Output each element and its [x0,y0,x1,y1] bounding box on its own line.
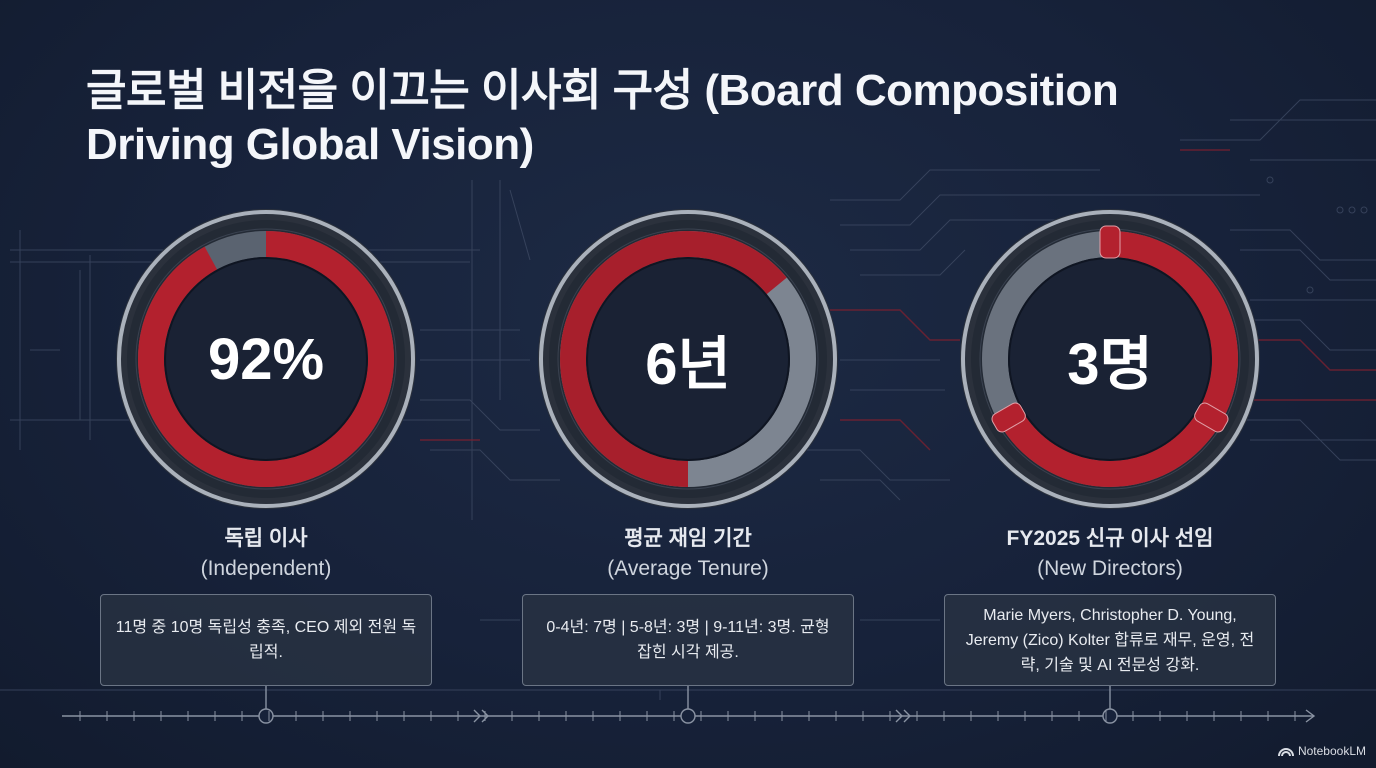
brand-watermark: NotebookLM [1277,744,1366,758]
gauge-marker [991,402,1026,433]
label-korean: 독립 이사 [224,527,308,550]
metric-label-new-directors: FY2025 신규 이사 선임 (New Directors) [910,524,1310,584]
gauge-value: 6년 [645,332,731,397]
metric-label-independent: 독립 이사 (Independent) [66,524,466,584]
label-english: (New Directors) [1037,557,1183,580]
description-box-tenure: 0-4년: 7명 | 5-8년: 3명 | 9-11년: 3명. 균형 잡힌 시… [522,594,854,686]
label-english: (Independent) [200,557,332,580]
page-title: 글로벌 비전을 이끄는 이사회 구성 (Board Composition Dr… [86,66,1119,169]
gauge-marker [1099,225,1121,259]
description-box-independent: 11명 중 10명 독립성 충족, CEO 제외 전원 독립적. [100,594,432,686]
label-english: (Average Tenure) [607,557,769,580]
label-korean: 평균 재임 기간 [624,527,752,550]
gauge-marker [1194,402,1229,433]
gauge-ring-graphic [538,209,838,509]
gauge-value: 92% [207,326,325,392]
gauge-fill-arc [138,231,394,487]
description-box-new-directors: Marie Myers, Christopher D. Young, Jerem… [944,594,1276,686]
notebooklm-logo-icon [1277,748,1294,757]
brand-name: NotebookLM [1297,744,1366,758]
gauge-fill-arc [560,231,816,487]
new-directors-gauge: 3명 [955,204,1265,514]
label-korean: FY2025 신규 이사 선임 [1006,527,1214,550]
average-tenure-gauge: 6년 [533,204,843,514]
gauge-ring-graphic [960,209,1260,509]
gauge-ring-graphic [116,209,416,509]
metric-label-tenure: 평균 재임 기간 (Average Tenure) [488,524,888,584]
gauge-value: 3명 [1067,332,1153,397]
independent-directors-gauge: 92% [111,204,421,514]
